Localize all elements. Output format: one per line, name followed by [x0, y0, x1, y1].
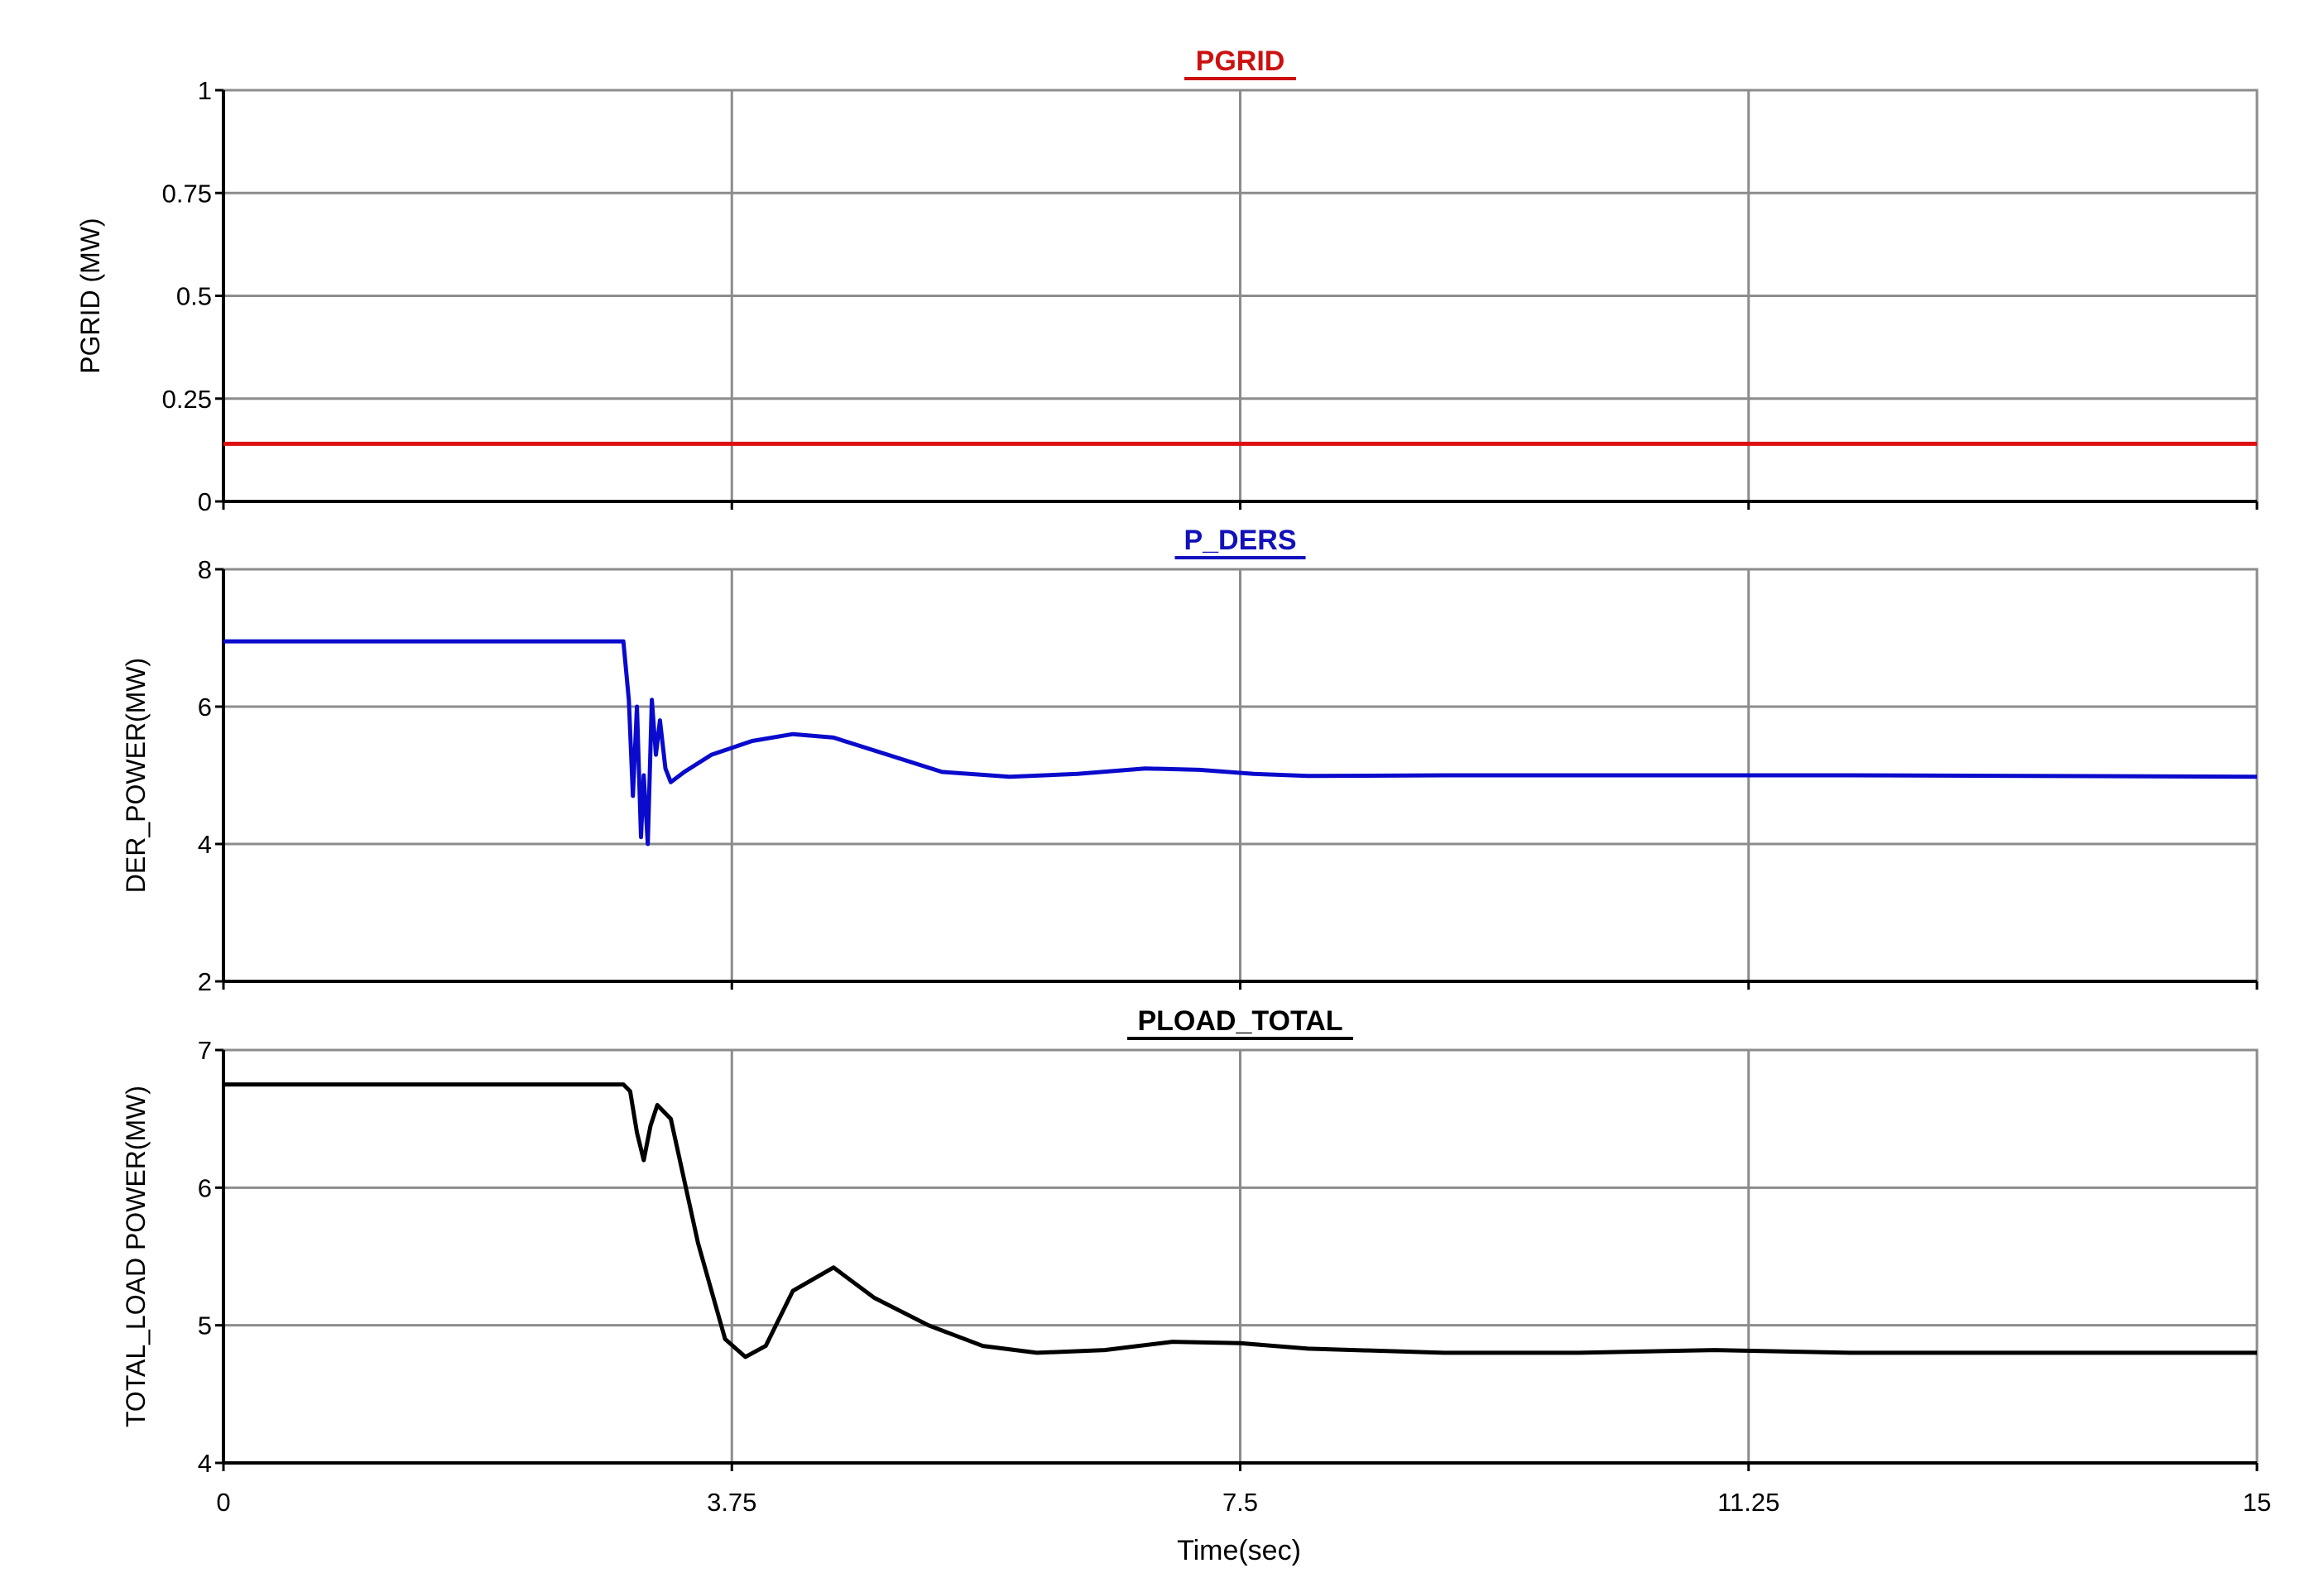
y-axis-label: TOTAL_LOAD POWER(MW)	[121, 1086, 151, 1427]
chart-panels: 0 0.25 0.5 0.75 1 PGRID (MW) PGRID 2 4 6 8 DER_POWE…	[75, 46, 2271, 1517]
x-tick-label: 0	[216, 1488, 230, 1517]
x-tick-label: 15	[2243, 1488, 2271, 1517]
y-tick-label: 4	[198, 1449, 212, 1478]
y-tick-label: 2	[198, 967, 212, 996]
y-axis-label: PGRID (MW)	[75, 218, 105, 373]
series-line	[223, 639, 2258, 846]
y-axis-label: DER_POWER(MW)	[121, 658, 151, 893]
y-tick-label: 8	[198, 555, 212, 584]
panel-pgrid: 0 0.25 0.5 0.75 1 PGRID (MW) PGRID	[75, 46, 2259, 516]
y-tick-label: 0.75	[162, 179, 212, 208]
y-tick-label: 7	[198, 1036, 212, 1065]
x-axis-label: Time(sec)	[1177, 1535, 1301, 1566]
panel-title: P_DERS	[1184, 525, 1296, 556]
y-tick-label: 0	[198, 487, 212, 516]
y-tick-label: 0.5	[176, 282, 212, 311]
panel-p-ders: 2 4 6 8 DER_POWER(MW) P_DERS	[121, 525, 2259, 996]
panel-title: PGRID	[1196, 46, 1285, 77]
panel-title: PLOAD_TOTAL	[1137, 1005, 1342, 1037]
y-tick-label: 1	[198, 76, 212, 105]
x-tick-label: 3.75	[707, 1488, 756, 1517]
y-tick-label: 4	[198, 830, 212, 859]
panel-pload-total: 4 5 6 7 0 3.75 7.5 11.25 15 TOTAL_LOAD POWER(MW) P…	[121, 1005, 2271, 1517]
y-tick-label: 6	[198, 693, 212, 722]
y-tick-label: 0.25	[162, 385, 212, 414]
x-tick-label: 7.5	[1222, 1488, 1258, 1517]
y-tick-label: 5	[198, 1311, 212, 1340]
y-tick-label: 6	[198, 1173, 212, 1202]
x-tick-label: 11.25	[1717, 1488, 1779, 1517]
series-line	[223, 1082, 2257, 1359]
